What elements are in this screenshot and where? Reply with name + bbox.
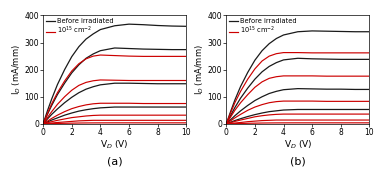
10$^{15}$ cm$^{-2}$ [141,55,146,57]
10$^{15}$ cm$^{-2}$ [353,52,357,54]
Before irradiated [76,46,81,48]
10$^{15}$ cm$^{-2}$ [367,52,372,54]
Before irradiated [84,38,88,40]
Before irradiated [238,85,243,88]
10$^{15}$ cm$^{-2}$ [296,52,300,54]
10$^{15}$ cm$^{-2}$ [127,55,131,57]
10$^{15}$ cm$^{-2}$ [69,70,74,72]
Before irradiated [260,50,264,52]
Y-axis label: I$_D$ (mA/mm): I$_D$ (mA/mm) [194,44,206,95]
Before irradiated [267,43,272,45]
10$^{15}$ cm$^{-2}$ [260,60,264,62]
10$^{15}$ cm$^{-2}$ [324,52,329,54]
10$^{15}$ cm$^{-2}$ [184,55,189,57]
Before irradiated [155,24,160,26]
Before irradiated [55,84,60,86]
Before irradiated [141,24,146,26]
10$^{15}$ cm$^{-2}$ [310,52,314,54]
Before irradiated [324,30,329,32]
10$^{15}$ cm$^{-2}$ [41,123,45,125]
Before irradiated [367,31,372,33]
Before irradiated [112,25,117,27]
10$^{15}$ cm$^{-2}$ [267,55,272,57]
Legend: Before irradiated, 10$^{15}$ cm$^{-2}$: Before irradiated, 10$^{15}$ cm$^{-2}$ [228,18,298,37]
Text: (a): (a) [107,156,123,166]
10$^{15}$ cm$^{-2}$ [98,54,103,56]
Line: Before irradiated: Before irradiated [43,24,186,124]
Before irradiated [296,31,300,33]
10$^{15}$ cm$^{-2}$ [112,55,117,57]
Before irradiated [274,37,279,40]
Before irradiated [310,30,314,32]
10$^{15}$ cm$^{-2}$ [76,63,81,65]
Before irradiated [62,69,67,71]
10$^{15}$ cm$^{-2}$ [91,55,96,57]
X-axis label: V$_D$ (V): V$_D$ (V) [100,138,129,151]
10$^{15}$ cm$^{-2}$ [238,90,243,92]
10$^{15}$ cm$^{-2}$ [274,53,279,55]
Before irradiated [170,25,174,27]
10$^{15}$ cm$^{-2}$ [55,92,60,94]
Before irradiated [232,99,237,101]
10$^{15}$ cm$^{-2}$ [62,80,67,82]
Before irradiated [353,31,357,33]
Before irradiated [339,30,343,33]
Before irradiated [98,29,103,31]
10$^{15}$ cm$^{-2}$ [84,58,88,60]
10$^{15}$ cm$^{-2}$ [170,55,174,57]
10$^{15}$ cm$^{-2}$ [50,103,54,105]
Legend: Before irradiated, 10$^{15}$ cm$^{-2}$: Before irradiated, 10$^{15}$ cm$^{-2}$ [45,18,114,37]
Before irradiated [91,33,96,35]
Text: (b): (b) [290,156,306,166]
Before irradiated [228,111,233,113]
Before irradiated [45,110,50,112]
X-axis label: V$_D$ (V): V$_D$ (V) [284,138,312,151]
10$^{15}$ cm$^{-2}$ [246,78,250,80]
10$^{15}$ cm$^{-2}$ [224,123,228,125]
Before irradiated [281,34,286,36]
Before irradiated [50,98,54,100]
Before irradiated [246,71,250,73]
10$^{15}$ cm$^{-2}$ [253,68,257,70]
Before irradiated [184,25,189,27]
Line: 10$^{15}$ cm$^{-2}$: 10$^{15}$ cm$^{-2}$ [43,55,186,124]
10$^{15}$ cm$^{-2}$ [232,102,237,104]
Y-axis label: I$_D$ (mA/mm): I$_D$ (mA/mm) [10,44,23,95]
10$^{15}$ cm$^{-2}$ [339,52,343,54]
10$^{15}$ cm$^{-2}$ [228,112,233,114]
Before irradiated [69,56,74,58]
Before irradiated [224,123,228,125]
Line: 10$^{15}$ cm$^{-2}$: 10$^{15}$ cm$^{-2}$ [226,53,369,124]
Before irradiated [41,123,45,125]
Line: Before irradiated: Before irradiated [226,31,369,124]
Before irradiated [253,59,257,61]
10$^{15}$ cm$^{-2}$ [155,55,160,57]
10$^{15}$ cm$^{-2}$ [281,52,286,54]
Before irradiated [127,23,131,25]
10$^{15}$ cm$^{-2}$ [45,112,50,115]
